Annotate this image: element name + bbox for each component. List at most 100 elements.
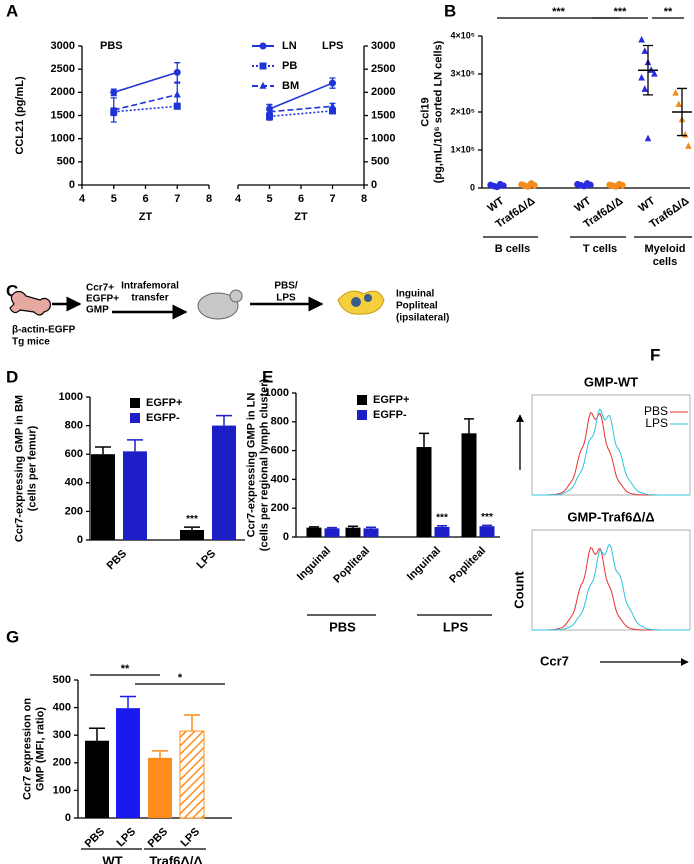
y-tick-label: 1000 [371,133,395,145]
diagram-text: Inguinal [396,289,435,300]
error-bar [482,524,492,527]
bar [416,447,432,537]
histogram-frame [531,394,691,496]
marker [641,47,649,54]
y-axis-label: GMP (MFI, ratio) [34,707,46,791]
diagram-text: PBS/ [274,281,298,292]
y-tick-label: 400 [65,477,83,489]
y-tick-label: 0 [371,179,377,191]
diagram-text: GMP [86,305,109,316]
mouse-ear [229,289,243,303]
x-tick-label: LPS [179,826,203,850]
y-axis-label: (pg,mL/10⁶ sorted LN cells) [432,40,444,183]
error-bar [89,727,105,741]
error-bar [366,526,376,529]
legend-swatch [130,398,140,408]
bar [91,454,115,540]
x-tick-label: 6 [142,193,148,205]
y-tick-label: 0 [470,182,475,192]
bone-icon [9,290,51,316]
y-tick-label: 400 [271,473,289,485]
significance-label: *** [481,512,493,523]
marker [266,107,273,115]
sd-bar [643,44,653,96]
y-tick-label: 200 [53,757,71,769]
diagram-text: β-actin-EGFP [12,325,76,336]
y-tick-label: 2500 [51,63,75,75]
x-tick-label: 4 [79,193,86,205]
x-tick-label: 8 [206,193,212,205]
x-tick-label: LPS [195,548,219,572]
marker [500,182,507,190]
bar [363,528,379,537]
significance-label: *** [552,6,566,18]
panel-label: B [444,1,456,20]
bar [85,740,109,818]
y-tick-label: 500 [371,156,389,168]
y-tick-label: 2×10⁵ [451,106,476,116]
x-tick-label: PBS [105,548,129,572]
histogram-curve [532,408,690,496]
y-axis-label: (cells per femur) [26,425,38,511]
marker [329,107,336,115]
marker [329,79,336,87]
legend-swatch [130,413,140,423]
marker [259,81,267,89]
marker [641,85,649,92]
x-tick-label: 7 [329,193,335,205]
marker [675,100,683,108]
marker [110,105,118,113]
y-tick-label: 600 [271,445,289,457]
y-tick-label: 1500 [51,109,75,121]
panel-label: F [650,345,660,364]
bar [324,528,340,537]
diagram [9,289,385,320]
y-axis-label: (cells per regional lymph cluster) [258,378,270,551]
y-tick-label: 300 [53,729,71,741]
group-label: T cells [583,243,617,255]
bar [148,757,172,818]
y-tick-label: 3000 [51,40,75,52]
series-line [269,82,333,110]
error-bar [152,750,168,758]
bar [461,433,477,537]
diagram-text: EGFP+ [86,294,119,305]
marker [681,130,689,138]
y-tick-label: 400 [53,702,71,714]
y-tick-label: 2000 [51,86,75,98]
legend-swatch [357,395,367,405]
error-bar [120,695,136,709]
significance-label: ** [121,663,130,675]
marker [638,35,645,43]
group-label: PBS [329,619,356,634]
y-tick-label: 4×10⁵ [451,30,476,40]
legend-label: PB [282,60,297,72]
x-tick-label: WT [572,195,593,215]
series-line [113,71,178,94]
x-tick-label: Inguinal [405,545,443,583]
annotation: LPS [322,40,343,52]
x-tick-label: WT [636,195,657,215]
y-tick-label: 500 [53,674,71,686]
y-tick-label: 3×10⁵ [451,68,476,78]
y-tick-label: 500 [57,156,75,168]
legend-label: LPS [645,416,668,430]
x-tick-label: 8 [361,193,367,205]
group-label: WT [102,853,122,864]
diagram-text: Popliteal [396,301,438,312]
histogram-frame [531,529,691,631]
marker [587,181,594,189]
y-tick-label: 2500 [371,63,395,75]
diagram-text: transfer [131,293,168,304]
y-tick-label: 1500 [371,109,395,121]
x-tick-label: 5 [111,193,117,205]
y-axis-label: Ccl19 [419,97,431,126]
y-tick-label: 3000 [371,40,395,52]
legend-label: EGFP+ [146,397,182,409]
bar [116,708,140,818]
histogram-title: GMP-Traf6Δ/Δ [567,509,654,524]
group-label: LPS [443,619,469,634]
group-label: Traf6Δ/Δ [149,853,202,864]
y-axis-label: Count [511,571,526,609]
y-tick-label: 1000 [51,133,75,145]
